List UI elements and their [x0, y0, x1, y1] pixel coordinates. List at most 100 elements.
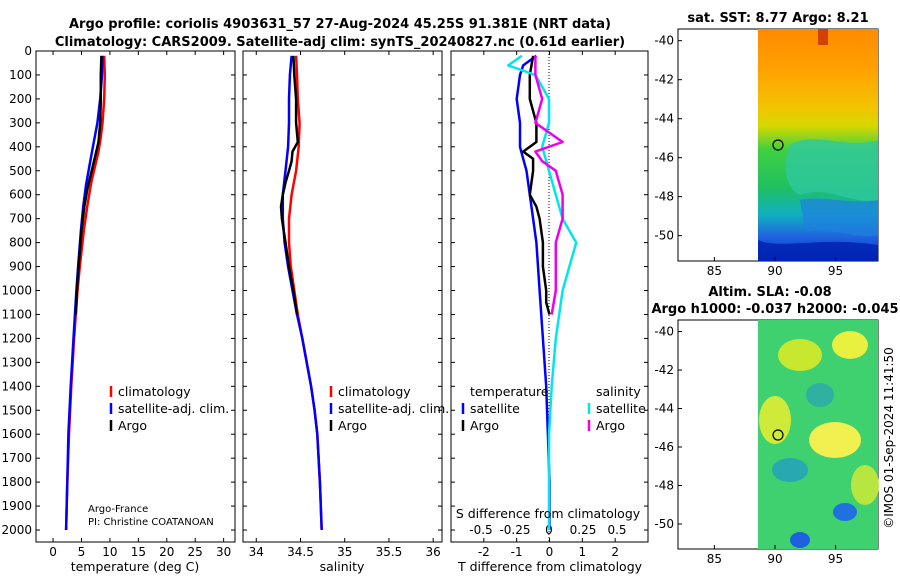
map-x-tick-label: 95: [828, 264, 843, 278]
map-y-tick-label: -40: [654, 34, 674, 48]
credit-line1: Argo-France: [88, 504, 148, 515]
legend-sat-label: satellite-adj. clim.: [338, 401, 449, 416]
sst-dark-patch: [818, 29, 828, 45]
title-line2: Climatology: CARS2009. Satellite-adj cli…: [55, 35, 625, 50]
x-tick-label: 34: [249, 545, 264, 559]
y-tick-label: 200: [9, 92, 32, 106]
map-x-tick-label: 85: [707, 264, 722, 278]
sst-southern-edge: [758, 240, 878, 261]
x-tick-label: 36: [426, 545, 441, 559]
temperature-legend: climatology satellite-adj. clim. Argo: [109, 384, 229, 433]
x2-tick-label: 0.5: [607, 523, 626, 537]
map-y-tick-label: -50: [654, 229, 674, 243]
credit-line2: PI: Christine COATANOAN: [88, 517, 214, 528]
y-tick-label: 1300: [1, 355, 32, 369]
map-y-tick-label: -44: [654, 402, 674, 416]
map-x-tick-label: 95: [828, 552, 843, 566]
difference-xlabel: T difference from climatology: [457, 559, 643, 574]
sla-map-title2: Argo h1000: -0.037 h2000: -0.045: [651, 302, 898, 317]
x-tick-label: 5: [78, 545, 86, 559]
sla-low-4: [790, 532, 810, 548]
y-tick-label: 1200: [1, 331, 32, 345]
series-line-salinity-satellite: [506, 54, 578, 530]
series-line-argo: [279, 55, 300, 315]
y-tick-label: 100: [9, 68, 32, 82]
difference-panel: -2 -1 0 1 2-0.5 -0.25 0 0.25 0.5 T difference fr…: [450, 50, 649, 574]
legend-sat-label: satellite-adj. clim.: [118, 401, 229, 416]
map-y-tick-label: -46: [654, 440, 674, 454]
difference-x2label: S difference from climatology: [456, 506, 641, 521]
y-tick-label: 800: [9, 236, 32, 250]
sla-field: [758, 320, 879, 549]
salinity-axes-frame: [242, 50, 443, 543]
x-tick-label: 30: [216, 545, 231, 559]
y-tick-label: 1100: [1, 307, 32, 321]
x-tick-label: 0: [49, 545, 57, 559]
sla-high-2: [832, 331, 868, 359]
x-tick-label: 2: [611, 545, 619, 559]
legend-salinity-heading: salinity: [596, 384, 641, 399]
sla-low-2: [772, 458, 808, 482]
map-y-tick-label: -46: [654, 151, 674, 165]
map-x-tick-label: 90: [767, 264, 782, 278]
legend-tsat-label: satellite: [470, 401, 520, 416]
y-tick-label: 1900: [1, 499, 32, 513]
sst-cold-eddy: [800, 198, 878, 237]
temperature-panel: 0100200300400500600700800900100011001200…: [1, 44, 236, 574]
sla-high-5: [851, 465, 879, 505]
map-y-tick-label: -50: [654, 517, 674, 531]
salinity-xlabel: salinity: [320, 559, 365, 574]
legend-targo-label: Argo: [470, 418, 499, 433]
sla-low-3: [833, 503, 857, 521]
sst-map-title: sat. SST: 8.77 Argo: 8.21: [687, 11, 868, 26]
y-tick-label: 900: [9, 260, 32, 274]
y-tick-label: 1000: [1, 284, 32, 298]
y-tick-label: 300: [9, 116, 32, 130]
y-tick-label: 0: [24, 44, 32, 58]
y-tick-label: 1600: [1, 427, 32, 441]
series-line-argo: [74, 55, 103, 315]
x-tick-label: 1: [579, 545, 587, 559]
x-tick-label: -2: [478, 545, 490, 559]
x2-tick-label: -0.25: [499, 523, 530, 537]
x-tick-label: 25: [188, 545, 203, 559]
y-tick-label: 1700: [1, 451, 32, 465]
legend-temperature-heading: temperature: [470, 384, 549, 399]
sla-high-4: [809, 422, 861, 458]
map-x-tick-label: 90: [767, 552, 782, 566]
series-line-salinity-argo: [534, 55, 564, 315]
y-tick-label: 600: [9, 188, 32, 202]
salinity-legend: climatology satellite-adj. clim. Argo: [329, 384, 449, 433]
sla-map: Altim. SLA: -0.08 Argo h1000: -0.037 h20…: [651, 285, 898, 566]
map-x-tick-label: 85: [707, 552, 722, 566]
map-y-tick-label: -42: [654, 73, 674, 87]
x-tick-label: 35: [337, 545, 352, 559]
legend-argo-label: Argo: [338, 418, 367, 433]
y-tick-label: 700: [9, 212, 32, 226]
legend-clim-label: climatology: [338, 384, 411, 399]
y-tick-label: 1800: [1, 475, 32, 489]
map-y-tick-label: -40: [654, 325, 674, 339]
sla-map-title1: Altim. SLA: -0.08: [708, 285, 831, 300]
x-tick-label: 35.5: [376, 545, 403, 559]
sst-map: sat. SST: 8.77 Argo: 8.21 85 90 95 -40 -42 -4…: [654, 11, 879, 278]
temperature-axes-frame: [35, 50, 236, 543]
sla-high-3: [759, 396, 791, 444]
legend-clim-label: climatology: [118, 384, 191, 399]
x-tick-label: 0: [546, 545, 554, 559]
map-y-tick-label: -44: [654, 112, 674, 126]
x-tick-label: 10: [102, 545, 117, 559]
x2-tick-label: 0.25: [570, 523, 597, 537]
x2-tick-label: -0.5: [469, 523, 492, 537]
y-tick-label: 500: [9, 164, 32, 178]
map-y-tick-label: -48: [654, 478, 674, 492]
temperature-xlabel: temperature (deg C): [71, 559, 200, 574]
map-y-tick-label: -48: [654, 190, 674, 204]
series-line-temperature-argo: [521, 55, 551, 315]
sla-low-1: [806, 383, 834, 407]
legend-sargo-label: Argo: [596, 418, 625, 433]
sst-field: [758, 29, 878, 261]
y-tick-label: 1400: [1, 379, 32, 393]
title-line1: Argo profile: coriolis 4903631_57 27-Aug…: [69, 17, 611, 32]
